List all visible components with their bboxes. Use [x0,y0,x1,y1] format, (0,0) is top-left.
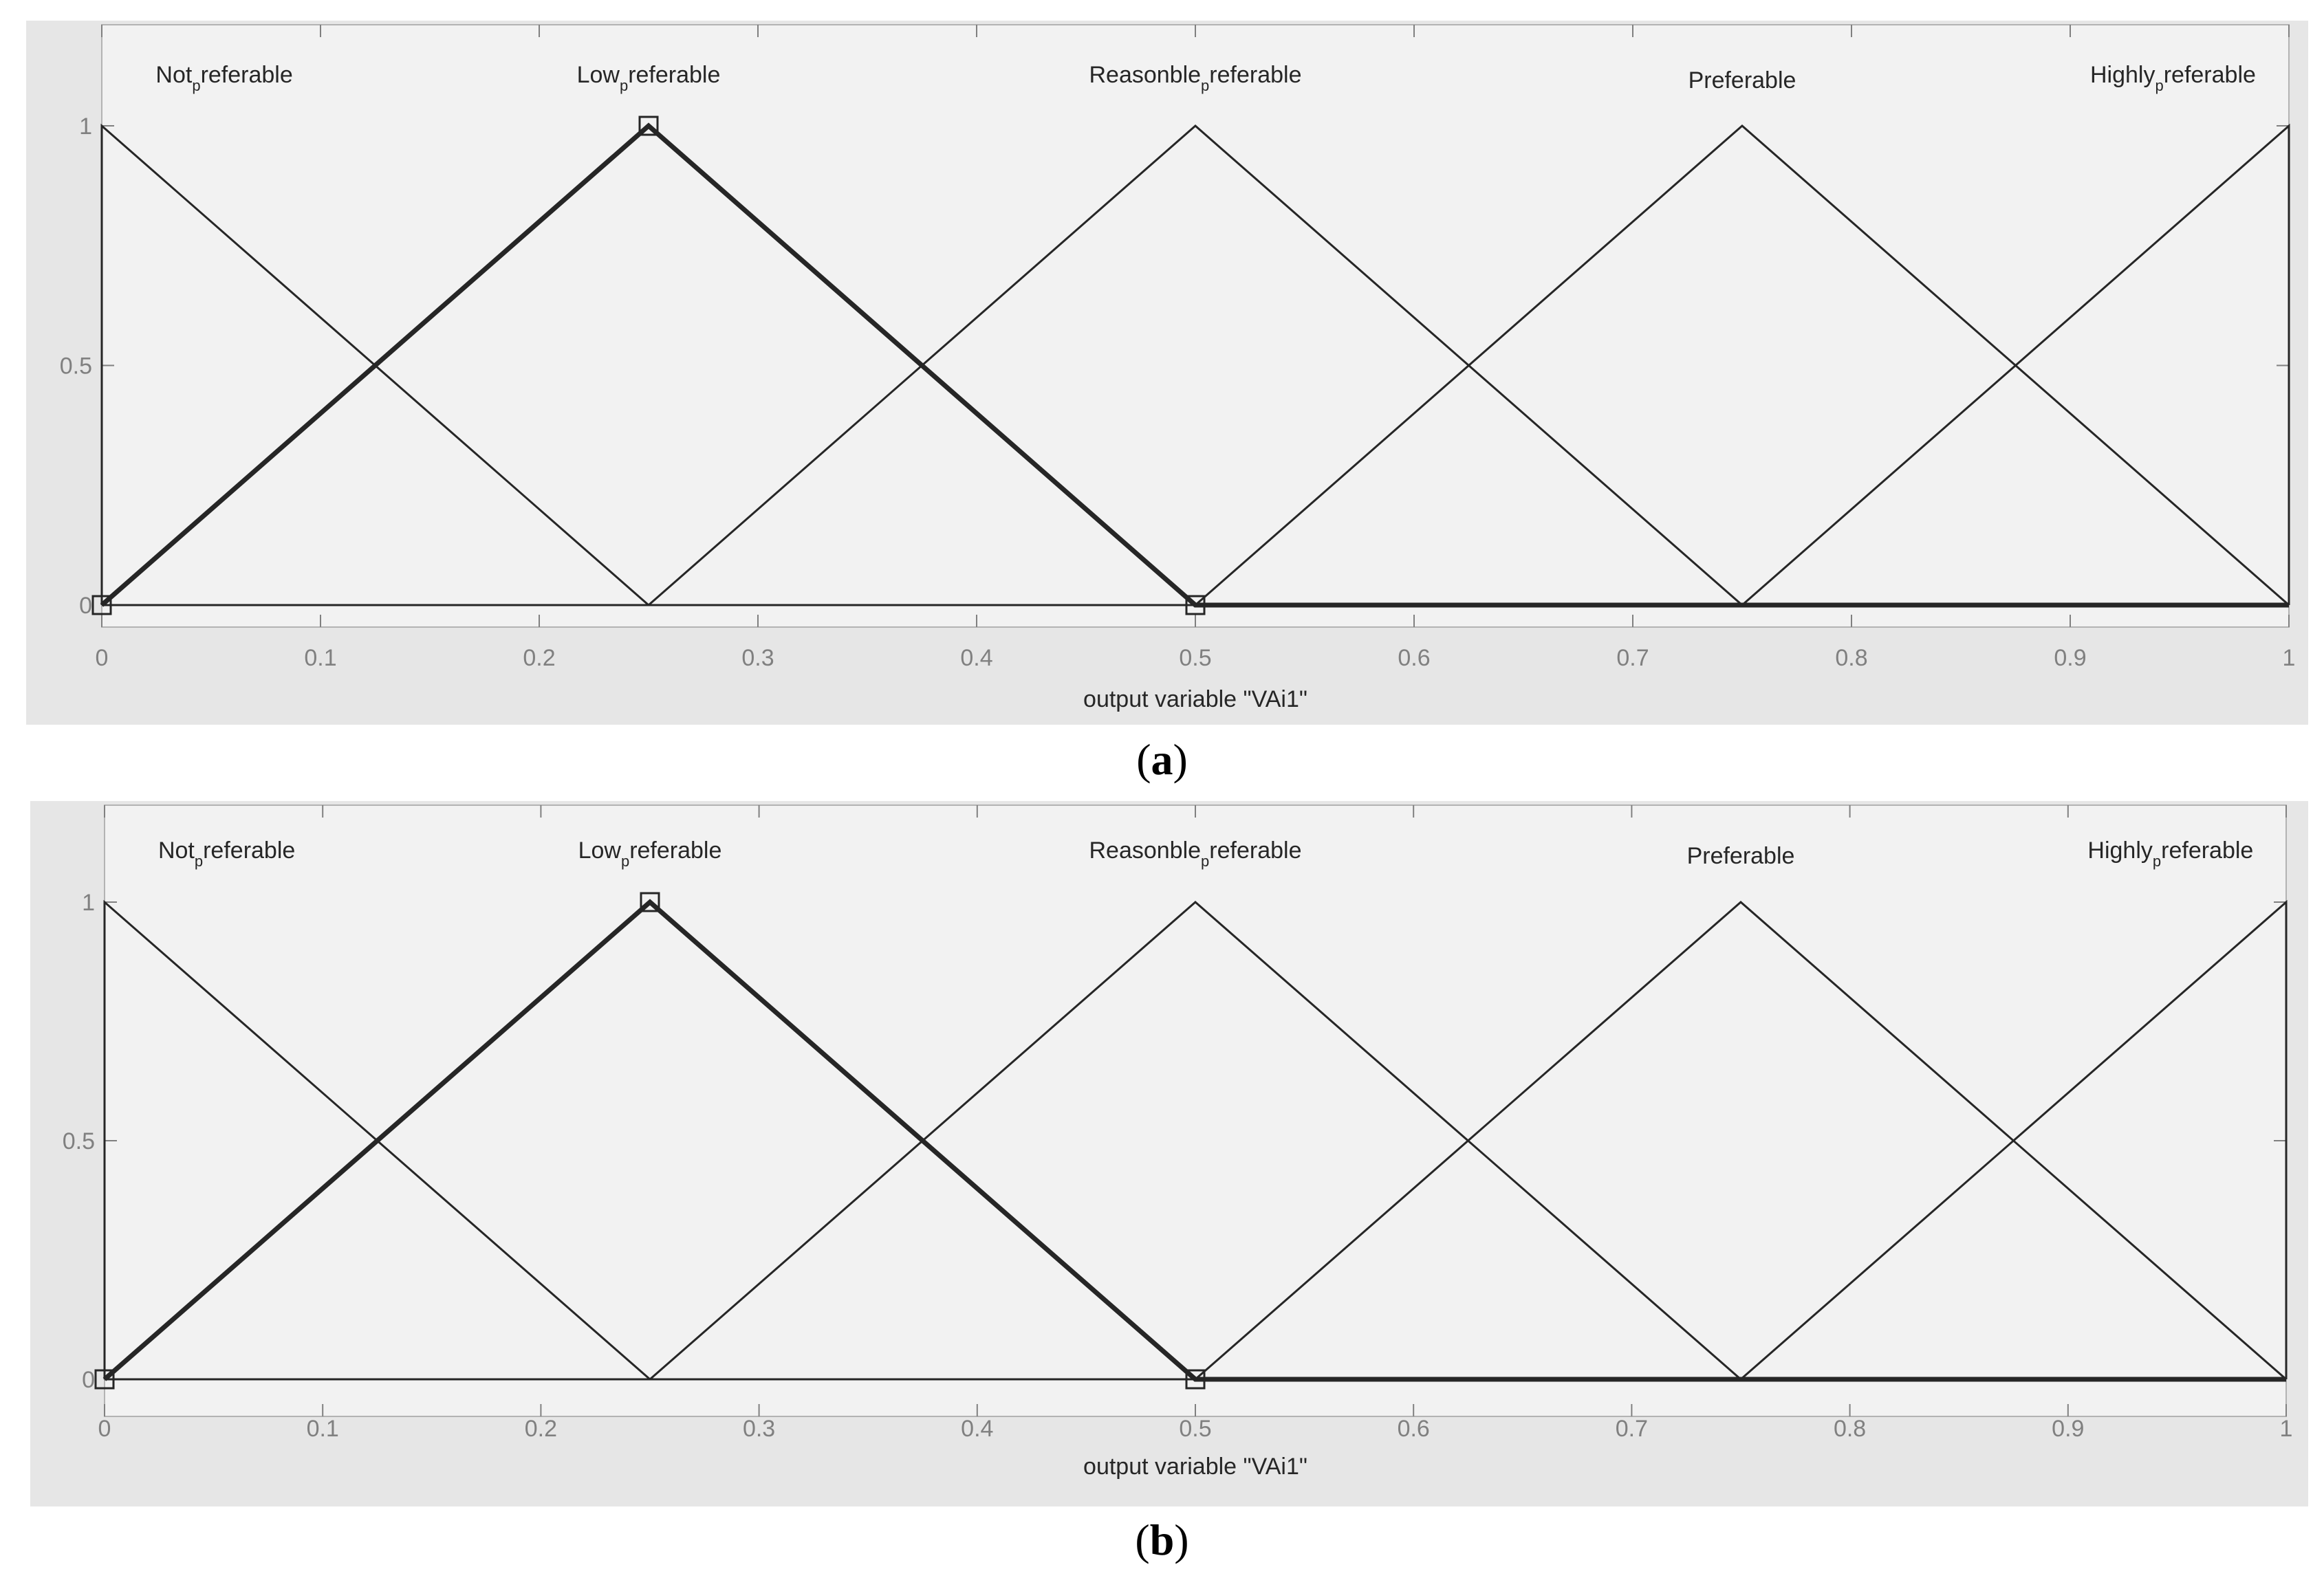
mf-label: Notpreferable [155,62,292,94]
vertex-marker [638,116,659,136]
vertex-marker [1185,1369,1206,1390]
mf-line-low-preferable [100,122,2289,608]
x-tick-label: 0.9 [2054,645,2086,671]
x-tick-label: 0.2 [525,1416,557,1442]
y-tick-label: 0.5 [63,1128,95,1154]
mf-line-low-preferable [102,899,2286,1382]
x-tick-label: 0 [96,645,109,671]
mf-label: Notpreferable [158,837,295,870]
x-tick-label: 0.8 [1834,1416,1866,1442]
y-tick-label: 1 [79,113,92,140]
membership-function-plot: 0 0.1 0.2 0.3 0.4 0.5 0.6 0.7 0.8 0.9 1 0 0.5 1 output… [60,24,2296,712]
vertex-marker [640,892,660,912]
caption-letter: a [1151,735,1173,784]
mf-line-highly-preferable [105,899,2288,1381]
x-tick-label: 0.5 [1179,645,1211,671]
axes-box [101,24,2290,628]
y-tick-label: 1 [82,890,95,916]
panel-caption: (b) [1135,1515,1189,1564]
mf-label: Highlypreferable [2090,62,2256,94]
membership-function-plot: 0 0.1 0.2 0.3 0.4 0.5 0.6 0.7 0.8 0.9 1 0 0.5 1 output… [63,804,2293,1480]
x-tick-label: 0.6 [1398,645,1430,671]
y-tick-label: 0 [82,1367,95,1393]
x-tick-label: 0.5 [1179,1416,1211,1442]
x-tick-label: 1 [2280,1416,2293,1442]
x-tick-label: 0 [98,1416,111,1442]
x-tick-label: 0.1 [304,645,336,671]
mf-label: Reasonblepreferable [1089,837,1301,870]
mf-label: Reasonblepreferable [1089,62,1301,94]
x-tick-label: 0.8 [1835,645,1867,671]
x-tick-label: 0.2 [523,645,555,671]
x-tick-label: 0.3 [741,645,774,671]
mf-line-highly-preferable [102,123,2290,606]
x-tick-label: 0.7 [1616,645,1649,671]
vertex-marker [1185,595,1206,615]
vertex-marker [91,595,112,615]
x-axis-label: output variable "VAi1" [1083,1454,1307,1480]
panel-a: 0 0.1 0.2 0.3 0.4 0.5 0.6 0.7 0.8 0.9 1 0 0.5 1 output… [0,0,2324,784]
mf-label: Lowpreferable [577,62,721,94]
mf-label: Highlypreferable [2087,837,2253,870]
x-tick-label: 0.4 [960,645,992,671]
x-tick-label: 0.4 [961,1416,993,1442]
y-tick-label: 0 [79,593,92,619]
x-tick-label: 0.3 [743,1416,775,1442]
x-tick-label: 0.6 [1398,1416,1430,1442]
x-tick-label: 0.9 [2052,1416,2084,1442]
panel-b: 0 0.1 0.2 0.3 0.4 0.5 0.6 0.7 0.8 0.9 1 0 0.5 1 output… [0,777,2324,1578]
mf-label: Lowpreferable [578,837,722,870]
mf-label: Preferable [1687,843,1795,869]
mf-label: Preferable [1688,67,1796,94]
x-tick-label: 0.7 [1616,1416,1648,1442]
vertex-marker [94,1369,115,1390]
x-tick-label: 1 [2283,645,2296,671]
caption-letter: b [1149,1515,1175,1564]
y-tick-label: 0.5 [60,353,92,380]
panel-caption: (a) [1136,735,1188,784]
x-axis-label: output variable "VAi1" [1083,686,1307,712]
x-tick-label: 0.1 [307,1416,339,1442]
axes-box [104,804,2287,1417]
